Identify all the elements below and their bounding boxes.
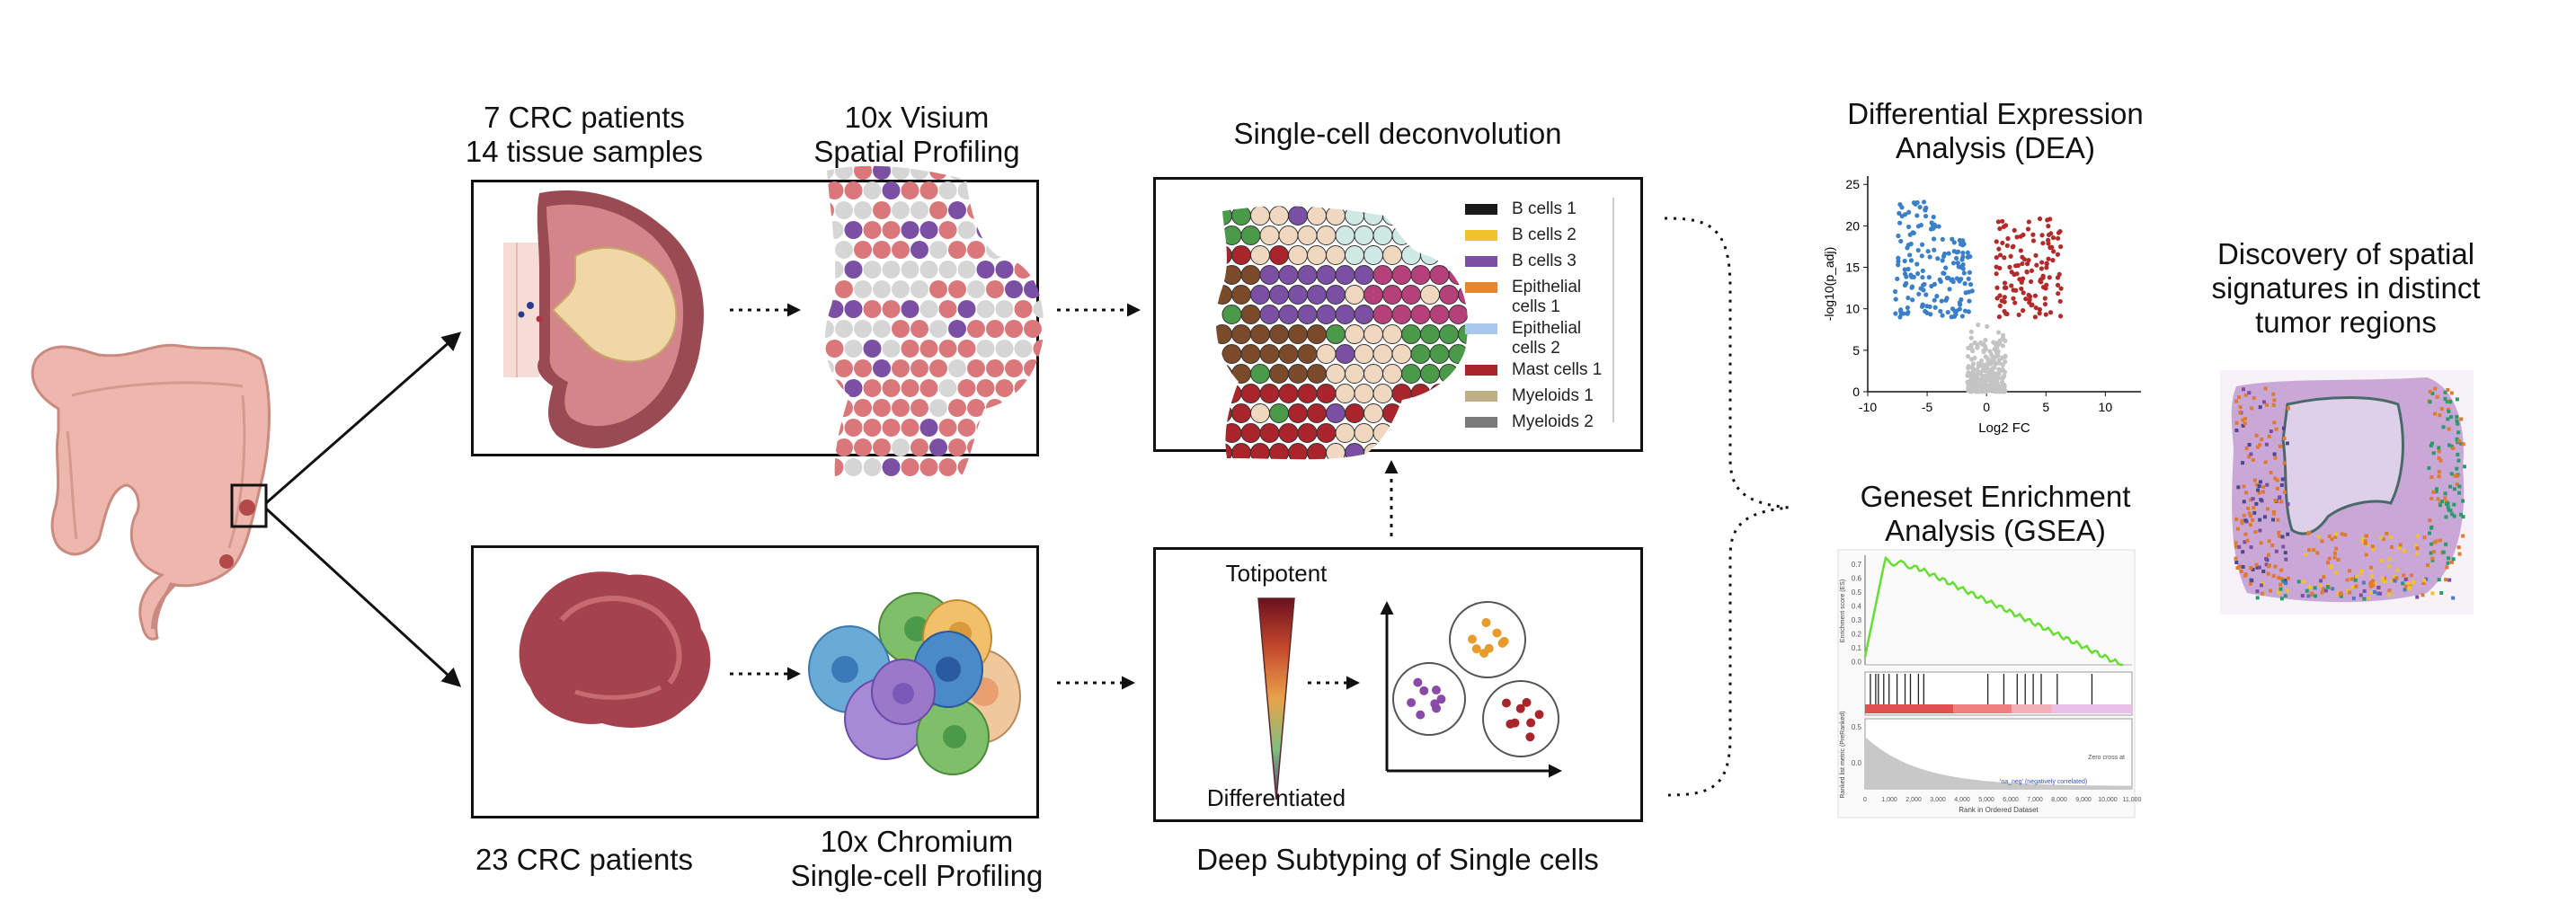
totipotent-label: Totipotent: [1204, 560, 1348, 587]
gsea-title-line2: Analysis (GSEA): [1885, 514, 2106, 547]
spatial-profiling-panel: [471, 180, 1039, 456]
spatial-patients: 7 CRC patients: [484, 101, 685, 134]
legend-item: B cells 1: [1465, 199, 1618, 226]
gsea-title: Geneset Enrichment Analysis (GSEA): [1816, 480, 2175, 548]
legend-label: Myeloids 2: [1512, 412, 1594, 431]
legend-divider: [1612, 198, 1614, 422]
legend-label: Epithelial cells 2: [1512, 319, 1582, 358]
dea-title-line2: Analysis (DEA): [1896, 131, 2095, 164]
visium-line1: 10x Visium: [844, 101, 990, 134]
legend-label: Mast cells 1: [1512, 360, 1603, 379]
legend-swatch: [1465, 323, 1497, 334]
legend-swatch: [1465, 204, 1497, 215]
differentiated-label: Differentiated: [1195, 784, 1357, 811]
legend-label: Myeloids 1: [1512, 386, 1594, 405]
legend-swatch: [1465, 256, 1497, 267]
discovery-line2: signatures in distinct: [2211, 271, 2481, 305]
legend-item: B cells 2: [1465, 226, 1618, 252]
legend-label: Epithelial cells 1: [1512, 278, 1582, 316]
dea-title-line1: Differential Expression: [1847, 97, 2144, 130]
deconvolution-title: Single-cell deconvolution: [1168, 117, 1627, 151]
deconvolution-legend: B cells 1 B cells 2 B cells 3 Epithelial ce…: [1465, 199, 1618, 438]
spatial-cohort-label: 7 CRC patients 14 tissue samples: [463, 101, 706, 169]
legend-item: Myeloids 2: [1465, 412, 1618, 438]
visium-label: 10x Visium Spatial Profiling: [791, 101, 1043, 169]
subtyping-title: Deep Subtyping of Single cells: [1159, 843, 1636, 877]
legend-item: B cells 3: [1465, 252, 1618, 278]
dea-title: Differential Expression Analysis (DEA): [1816, 97, 2175, 165]
legend-item: Epithelial cells 2: [1465, 319, 1618, 360]
singlecell-cohort-label: 23 CRC patients: [463, 843, 706, 877]
totipotent-text: Totipotent: [1225, 560, 1328, 587]
legend-swatch: [1465, 230, 1497, 241]
visium-line2: Spatial Profiling: [813, 135, 1020, 168]
legend-item: Epithelial cells 1: [1465, 278, 1618, 319]
deconvolution-title-text: Single-cell deconvolution: [1233, 117, 1562, 150]
legend-item: Mast cells 1: [1465, 360, 1618, 386]
legend-swatch: [1465, 365, 1497, 376]
singlecell-profiling-panel: [471, 545, 1039, 818]
legend-swatch: [1465, 282, 1497, 293]
legend-swatch: [1465, 417, 1497, 428]
discovery-line3: tumor regions: [2255, 305, 2437, 339]
legend-item: Myeloids 1: [1465, 386, 1618, 412]
legend-label: B cells 3: [1512, 252, 1577, 270]
differentiated-text: Differentiated: [1206, 784, 1346, 811]
legend-swatch: [1465, 391, 1497, 402]
chromium-label: 10x Chromium Single-cell Profiling: [773, 825, 1061, 893]
discovery-line1: Discovery of spatial: [2216, 237, 2475, 270]
legend-label: B cells 1: [1512, 199, 1577, 218]
subtyping-title-text: Deep Subtyping of Single cells: [1196, 843, 1599, 876]
chromium-line1: 10x Chromium: [820, 825, 1014, 858]
singlecell-patients: 23 CRC patients: [475, 843, 694, 876]
subtyping-panel: [1153, 547, 1643, 822]
discovery-title: Discovery of spatial signatures in disti…: [2184, 237, 2508, 340]
legend-label: B cells 2: [1512, 226, 1577, 244]
chromium-line2: Single-cell Profiling: [790, 859, 1044, 892]
gsea-title-line1: Geneset Enrichment: [1860, 480, 2131, 513]
spatial-samples: 14 tissue samples: [465, 135, 704, 168]
